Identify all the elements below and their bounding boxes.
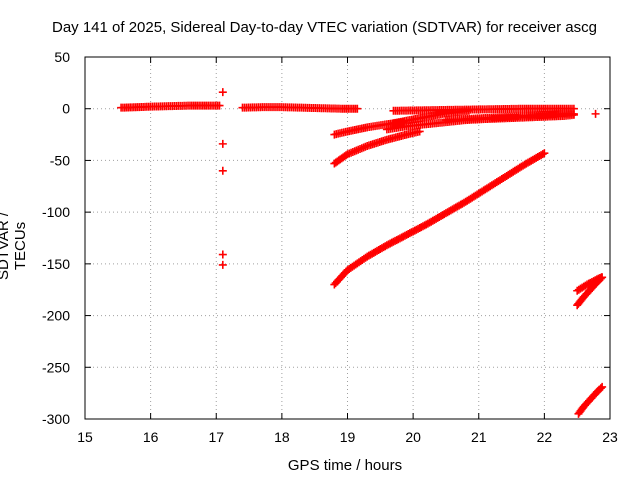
data-point (464, 106, 473, 115)
x-tick-label: 18 (274, 429, 290, 445)
series-arc-i (330, 149, 549, 289)
series-isolated-17.1 (218, 88, 227, 269)
x-tick-label: 15 (77, 429, 93, 445)
data-point (569, 109, 578, 118)
y-tick-label: -200 (42, 308, 70, 324)
series-arc-l (574, 382, 607, 418)
y-tick-label: -150 (42, 256, 70, 272)
data-marks (117, 88, 607, 418)
data-point (218, 88, 227, 97)
series-arc-k (573, 273, 606, 295)
data-point (415, 127, 424, 136)
y-tick-label: 50 (54, 49, 70, 65)
series-arc-h (330, 127, 424, 168)
y-tick-label: 0 (62, 101, 70, 117)
x-tick-label: 16 (143, 429, 159, 445)
data-point (353, 104, 362, 113)
x-tick-label: 17 (208, 429, 224, 445)
series-arc-f (389, 106, 473, 128)
x-axis-label: GPS time / hours (287, 457, 403, 474)
y-tick-label: -50 (50, 152, 70, 168)
data-point (597, 273, 606, 282)
data-point (218, 139, 227, 148)
y-axis-label: SDTVAR / TECUs (0, 212, 29, 281)
series-arc-b (238, 103, 362, 113)
ticks (84, 56, 611, 420)
data-point (218, 166, 227, 175)
data-point (598, 382, 607, 391)
y-tick-label: -100 (42, 204, 70, 220)
x-tick-label: 22 (537, 429, 553, 445)
series-arc-a (117, 101, 224, 112)
series-arc-g (441, 109, 578, 125)
series-isolated-22.8 (591, 109, 600, 118)
x-tick-label: 21 (471, 429, 487, 445)
chart-title: Day 141 of 2025, Sidereal Day-to-day VTE… (52, 19, 597, 36)
data-point (591, 109, 600, 118)
x-tick-label: 19 (340, 429, 356, 445)
data-point (218, 260, 227, 269)
y-tick-label: -250 (42, 359, 70, 375)
data-point (596, 384, 605, 393)
data-point (215, 101, 224, 110)
x-tick-label: 23 (602, 429, 618, 445)
x-tick-label: 20 (405, 429, 421, 445)
y-tick-labels: 50 0 -50 -100 -150 -200 -250 -300 (42, 49, 70, 427)
data-point (218, 250, 227, 259)
data-point (540, 149, 549, 158)
data-point (538, 150, 547, 159)
y-tick-label: -300 (42, 411, 70, 427)
x-tick-labels: 15 16 17 18 19 20 21 22 23 (77, 429, 618, 445)
